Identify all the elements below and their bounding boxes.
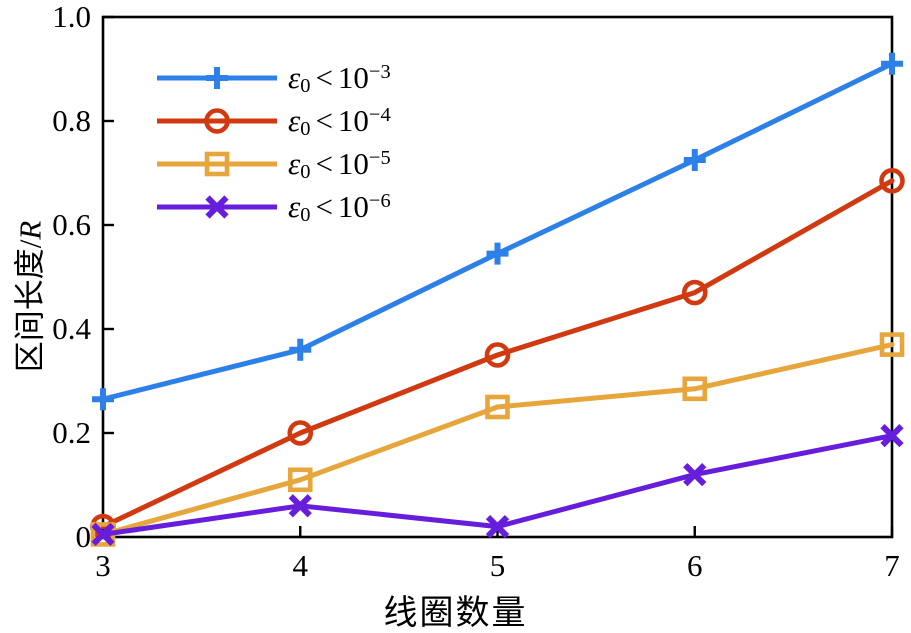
legend-sample-marker-2 — [204, 151, 230, 177]
x-tick-label: 3 — [95, 548, 111, 583]
x-tick-label: 4 — [293, 548, 309, 583]
x-tick-label: 5 — [490, 548, 506, 583]
series-1-marker — [287, 420, 314, 446]
series-1-line — [100, 178, 895, 530]
legend-sample-marker-3 — [205, 195, 229, 219]
series-1-marker — [681, 279, 708, 306]
y-tick-label: 0.6 — [52, 207, 91, 242]
series-3-marker — [91, 522, 115, 547]
legend-label-3: ε0 <10−6 — [288, 189, 391, 227]
y-tick-label: 0 — [76, 519, 92, 554]
y-axis-title: 区间长度/R — [5, 152, 50, 442]
series-3-marker — [288, 494, 312, 518]
series-2-marker — [485, 394, 510, 420]
series-0-marker — [92, 388, 114, 411]
series-0-marker — [486, 242, 509, 265]
y-tick-label: 0.8 — [52, 103, 91, 138]
x-tick-label: 7 — [884, 548, 900, 583]
y-axis-title-variable: R — [12, 220, 48, 240]
series-3-marker — [485, 514, 510, 539]
legend-label-0: ε0 <10−3 — [288, 60, 391, 98]
series-3-line — [100, 433, 895, 537]
y-tick-label: 0.4 — [52, 311, 91, 346]
series-0-marker — [289, 338, 312, 361]
legend-label-2: ε0 <10−5 — [288, 146, 391, 184]
legend-sample-marker-0 — [206, 67, 228, 89]
series-1-marker — [484, 342, 511, 368]
series-0-marker — [683, 149, 706, 171]
series-2-line — [100, 342, 895, 537]
x-tick-label: 6 — [687, 548, 703, 583]
series-0-marker — [881, 52, 903, 75]
y-tick-label: 0.2 — [52, 415, 91, 450]
series-1-marker — [879, 168, 905, 194]
legend-sample-marker-1 — [204, 108, 230, 134]
series-3-marker — [880, 423, 904, 448]
x-axis-title: 线圈数量 — [383, 595, 528, 632]
legend-label-1: ε0 <10−4 — [288, 103, 391, 141]
series-0-line — [100, 61, 895, 402]
series-2-marker — [879, 332, 905, 357]
y-axis-title-text: 区间长度/ — [12, 239, 48, 373]
series-2-marker — [682, 376, 708, 402]
series-2-marker — [287, 467, 313, 493]
y-tick-label: 1.0 — [52, 0, 91, 34]
series-3-marker — [683, 462, 707, 487]
